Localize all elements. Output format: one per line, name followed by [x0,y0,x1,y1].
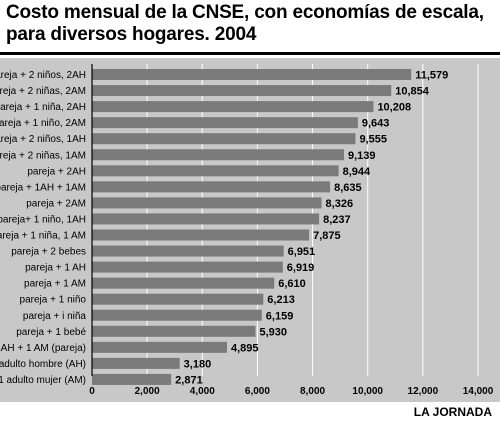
source-credit: LA JORNADA [413,405,492,419]
data-label: 6,951 [288,246,316,258]
data-label: 8,944 [343,166,371,178]
data-label: 9,643 [362,118,390,130]
category-label: pareja + 2AM [26,198,86,209]
bar [92,197,322,209]
category-label: pareja + 1 AH [25,263,86,274]
category-label: pareja + 1 niña, 2AH [0,102,86,113]
data-label: 4,895 [231,342,259,354]
bar [92,341,227,353]
bar [92,85,392,97]
category-label: pareja + 1 niño [20,295,87,306]
x-tick-label: 10,000 [352,386,383,397]
data-label: 5,930 [259,326,287,338]
category-label: pareja + 1 bebé [16,327,86,338]
bar [92,245,284,257]
bar [92,213,320,225]
category-label: pareja + 1AH + 1AM [0,182,86,193]
category-label: pareja+ 1 niño, 1AH [0,214,86,225]
bar [92,165,339,177]
data-label: 8,326 [326,198,354,210]
chart-title: Costo mensual de la CNSE, con economías … [6,2,484,45]
data-label: 2,871 [175,374,203,386]
bar [92,101,374,113]
data-label: 8,635 [334,182,362,194]
data-label: 10,854 [395,86,430,98]
x-tick-label: 12,000 [408,386,439,397]
data-label: 6,213 [267,294,295,306]
data-label: 9,555 [359,134,387,146]
category-label: pareja + 1 niño, 2AM [0,118,86,129]
category-label: 1 adulto hombre (AH) [0,359,86,370]
category-label: 1AH + 1 AM (pareja) [0,343,86,354]
bar [92,309,262,321]
data-label: 6,159 [266,310,294,322]
data-label: 10,208 [377,102,411,114]
bar [92,229,310,241]
bar [92,325,256,337]
bar [92,277,275,289]
data-label: 8,237 [323,214,351,226]
category-label: pareja + i niña [23,311,87,322]
category-label: pareja + 2 bebes [11,247,86,258]
bar [92,373,172,385]
category-label: 1 adulto mujer (AM) [0,375,86,386]
bar [92,261,283,273]
title-divider [0,52,500,55]
bar [92,133,356,145]
category-label: pareja + 2 niñas, 1AM [0,150,86,161]
category-label: pareja + 2 niños, 2AH [0,70,86,81]
data-label: 6,610 [278,278,306,290]
category-label: pareja + 2AH [27,166,86,177]
bar [92,149,344,161]
category-label: pareja + 1 AM [24,279,86,290]
x-tick-label: 14,000 [463,386,494,397]
data-label: 9,139 [348,150,376,162]
x-tick-label: 0 [89,386,95,397]
x-tick-label: 2,000 [135,386,160,397]
category-label: pareja + 2 niños, 1AH [0,134,86,145]
category-label: pareja + 2 niñas, 2AM [0,86,86,97]
bar [92,357,180,369]
data-label: 11,579 [415,70,448,82]
data-label: 6,919 [287,262,315,274]
x-tick-label: 4,000 [190,386,215,397]
data-label: 7,875 [313,230,341,242]
bar [92,181,331,193]
bar-chart: pareja + 2 niños, 2AH 11,579 pareja + 2 ni… [0,64,494,397]
category-label: pareja + 1 niña, 1 AM [0,231,86,242]
data-label: 3,180 [184,358,212,370]
bar [92,69,412,80]
x-tick-label: 6,000 [245,386,270,397]
bar [92,293,264,305]
x-tick-label: 8,000 [300,386,325,397]
bar [92,117,358,129]
